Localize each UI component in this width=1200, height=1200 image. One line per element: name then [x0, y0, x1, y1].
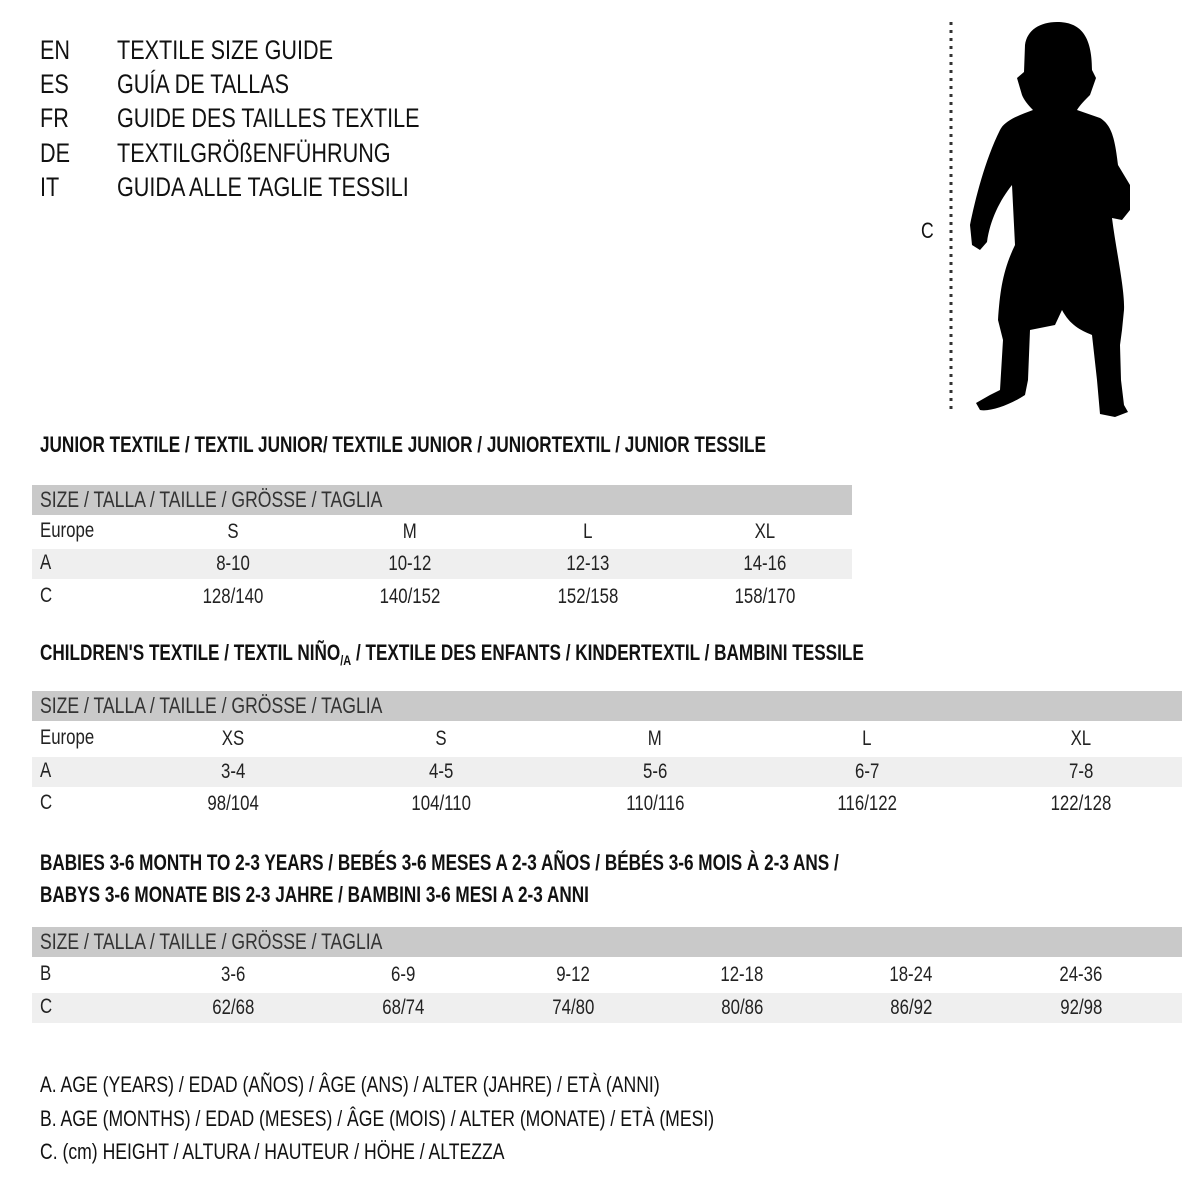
children-title-sub: /A: [340, 652, 352, 668]
table-cell: 68/74: [381, 996, 425, 1019]
children-title: CHILDREN'S TEXTILE / TEXTIL NIÑO: [40, 640, 341, 665]
size-header-band: SIZE / TALLA / TAILLE / GRÖSSE / TAGLIA: [32, 691, 1182, 721]
table-row: A 8-10 10-12 12-13 14-16: [32, 549, 852, 579]
row-label: C: [40, 791, 53, 814]
lang-code: DE: [40, 138, 71, 168]
row-label: C: [40, 584, 53, 607]
table-row: C 128/140 140/152 152/158 158/170: [32, 582, 852, 612]
table-cell: 6-9: [390, 963, 416, 986]
table-cell: 74/80: [551, 996, 595, 1019]
legend-a: A. AGE (YEARS) / EDAD (AÑOS) / ÂGE (ANS)…: [40, 1072, 660, 1097]
child-silhouette: [970, 22, 1130, 417]
table-cell: 3-4: [220, 760, 246, 783]
table-row: A 3-4 4-5 5-6 6-7 7-8: [32, 757, 1182, 787]
table-cell: 3-6: [220, 963, 246, 986]
table-cell: S: [227, 520, 239, 543]
lang-title: TEXTILE SIZE GUIDE: [117, 35, 334, 65]
size-header-band: SIZE / TALLA / TAILLE / GRÖSSE / TAGLIA: [32, 485, 852, 515]
lang-title: TEXTILGRÖßENFÜHRUNG: [117, 138, 391, 168]
children-heading: CHILDREN'S TEXTILE / TEXTIL NIÑO/A / TEX…: [40, 640, 1096, 668]
table-cell: 10-12: [388, 552, 432, 575]
size-header-label: SIZE / TALLA / TAILLE / GRÖSSE / TAGLIA: [40, 487, 383, 512]
table-cell: 18-24: [889, 963, 933, 986]
babies-heading-line2: BABYS 3-6 MONATE BIS 2-3 JAHRE / BAMBINI…: [40, 882, 589, 907]
legend-b: B. AGE (MONTHS) / EDAD (MESES) / ÂGE (MO…: [40, 1106, 715, 1131]
table-cell: 122/128: [1050, 792, 1112, 815]
table-cell: XS: [221, 727, 245, 750]
table-cell: 8-10: [216, 552, 250, 575]
table-cell: 12-18: [720, 963, 764, 986]
table-cell: 128/140: [202, 585, 264, 608]
table-cell: XL: [1070, 727, 1092, 750]
size-header-label: SIZE / TALLA / TAILLE / GRÖSSE / TAGLIA: [40, 693, 383, 718]
table-cell: M: [648, 727, 662, 750]
row-label: C: [40, 995, 53, 1018]
lang-title: GUIDE DES TAILLES TEXTILE: [117, 103, 420, 133]
junior-heading: JUNIOR TEXTILE / TEXTIL JUNIOR/ TEXTILE …: [40, 432, 766, 457]
table-cell: 152/158: [557, 585, 619, 608]
table-cell: 140/152: [379, 585, 441, 608]
row-label: A: [40, 551, 52, 574]
lang-code: FR: [40, 103, 69, 133]
table-cell: 24-36: [1059, 963, 1103, 986]
table-cell: 62/68: [211, 996, 255, 1019]
table-cell: L: [583, 520, 593, 543]
table-cell: 86/92: [889, 996, 933, 1019]
row-label: B: [40, 962, 52, 985]
table-cell: M: [403, 520, 417, 543]
table-cell: 12-13: [566, 552, 610, 575]
table-cell: XL: [754, 520, 776, 543]
table-cell: 9-12: [556, 963, 590, 986]
table-cell: 4-5: [428, 760, 454, 783]
table-row: Europe XS S M L XL: [32, 724, 1182, 754]
table-row: C 62/68 68/74 74/80 80/86 86/92 92/98: [32, 993, 1182, 1023]
table-cell: L: [862, 727, 872, 750]
row-label: A: [40, 759, 52, 782]
table-cell: 98/104: [207, 792, 259, 815]
lang-code: ES: [40, 69, 69, 99]
table-cell: 5-6: [642, 760, 668, 783]
table-cell: 7-8: [1068, 760, 1094, 783]
height-measure-label: C: [921, 218, 934, 243]
babies-heading: BABIES 3-6 MONTH TO 2-3 YEARS / BEBÉS 3-…: [40, 850, 839, 875]
table-row: C 98/104 104/110 110/116 116/122 122/128: [32, 789, 1182, 819]
table-cell: S: [435, 727, 447, 750]
lang-code: EN: [40, 35, 71, 65]
table-cell: 116/122: [837, 792, 897, 815]
lang-code: IT: [40, 172, 60, 202]
size-header-band: SIZE / TALLA / TAILLE / GRÖSSE / TAGLIA: [32, 927, 1182, 957]
row-label: Europe: [40, 726, 95, 749]
row-label: Europe: [40, 519, 95, 542]
table-cell: 6-7: [854, 760, 880, 783]
child-silhouette-icon: [949, 22, 1130, 417]
table-row: B 3-6 6-9 9-12 12-18 18-24 24-36: [32, 960, 1182, 990]
table-cell: 92/98: [1059, 996, 1103, 1019]
table-row: Europe S M L XL: [32, 517, 852, 547]
size-header-label: SIZE / TALLA / TAILLE / GRÖSSE / TAGLIA: [40, 929, 383, 954]
table-cell: 14-16: [743, 552, 787, 575]
legend-c: C. (cm) HEIGHT / ALTURA / HAUTEUR / HÖHE…: [40, 1139, 505, 1164]
table-cell: 110/116: [625, 792, 685, 815]
table-cell: 104/110: [411, 792, 471, 815]
children-title-rest: / TEXTILE DES ENFANTS / KINDERTEXTIL / B…: [351, 640, 864, 665]
lang-title: GUIDA ALLE TAGLIE TESSILI: [117, 172, 409, 202]
table-cell: 158/170: [734, 585, 796, 608]
lang-title: GUÍA DE TALLAS: [117, 69, 290, 99]
table-cell: 80/86: [720, 996, 764, 1019]
